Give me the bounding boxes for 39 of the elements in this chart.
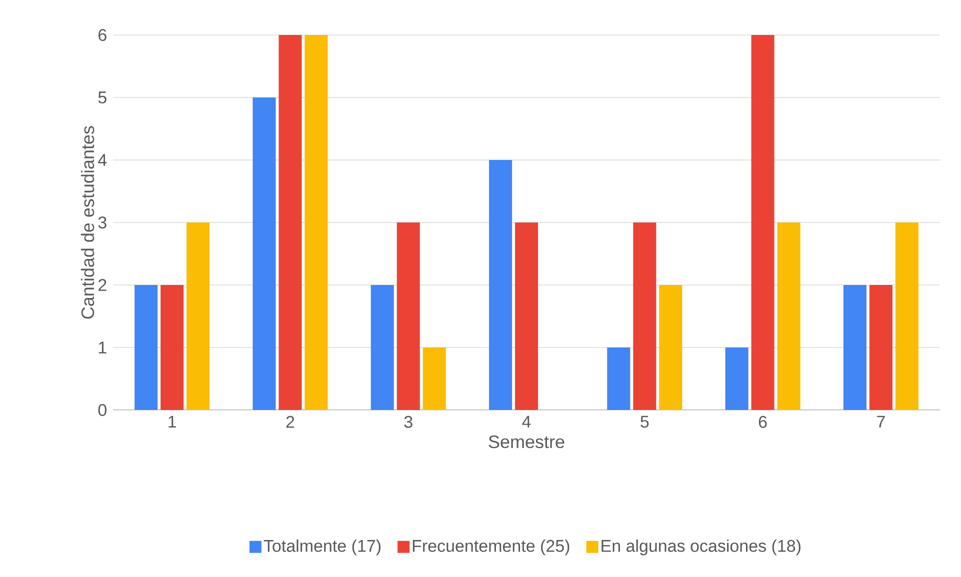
bar [659, 285, 682, 410]
y-tick-label: 1 [98, 342, 106, 354]
x-tick-label: 7 [877, 416, 885, 428]
bar [370, 285, 394, 410]
bar [134, 285, 158, 410]
y-tick-label: 4 [98, 154, 107, 166]
bar [725, 348, 748, 410]
bar [186, 222, 210, 410]
y-tick-label: 5 [98, 92, 106, 104]
x-tick-label: 4 [522, 416, 531, 428]
bar [633, 222, 656, 410]
bar [869, 285, 892, 410]
x-tick-label: 2 [286, 416, 294, 428]
x-tick-label: 5 [640, 416, 649, 428]
bar [895, 222, 918, 410]
bar [278, 35, 302, 410]
bar [843, 285, 866, 410]
bar [304, 35, 328, 410]
bar [160, 285, 184, 410]
x-tick-label: 3 [404, 416, 412, 428]
y-axis-title: Cantidad de estudiantes [80, 126, 94, 319]
legend-label: En algunas ocasiones (18) [602, 539, 800, 556]
bar [422, 348, 446, 410]
bar [751, 35, 774, 410]
x-axis-title: Semestre [488, 435, 564, 448]
y-tick-label: 3 [98, 216, 106, 229]
legend-label: Totalmente (17) [264, 539, 380, 556]
bar [607, 348, 630, 410]
bar [252, 98, 276, 410]
bar [396, 222, 420, 410]
bar [488, 160, 512, 410]
bar [777, 222, 800, 410]
y-tick-label: 6 [98, 28, 106, 42]
x-tick-label: 6 [758, 416, 767, 428]
y-tick-label: 0 [98, 404, 106, 416]
bar [514, 222, 538, 410]
y-tick-label: 2 [98, 279, 106, 291]
x-tick-label: 1 [168, 416, 176, 428]
legend-label: Frecuentemente (25) [412, 539, 570, 556]
